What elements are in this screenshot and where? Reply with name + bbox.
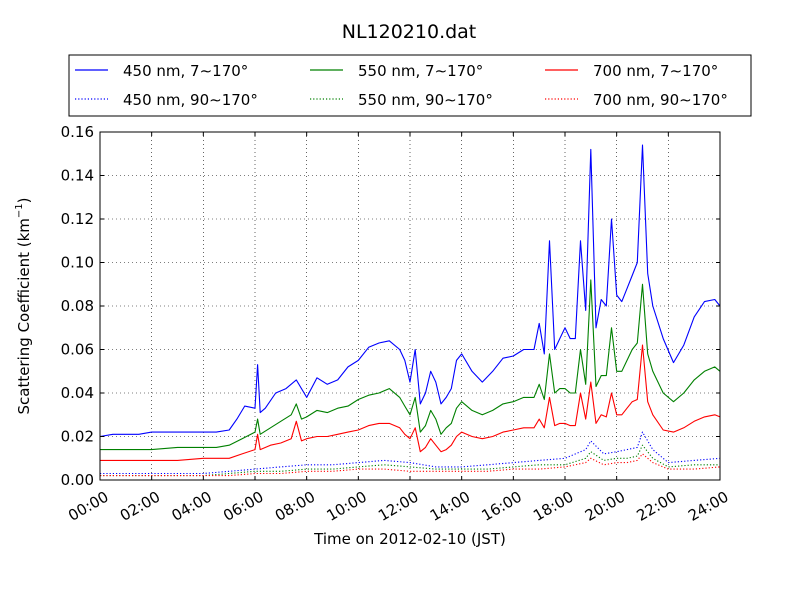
legend-label-1: 450 nm, 7∼170° [123,62,248,80]
x-tick-label: 14:00 [427,488,473,525]
x-axis-label: Time on 2012-02-10 (JST) [313,530,506,548]
legend-label-4: 550 nm, 90∼170° [358,91,493,109]
y-axis-label-main: Scattering Coefficient (km [15,218,33,414]
y-tick-label: 0.00 [61,471,94,489]
x-tick-label: 00:00 [65,488,111,525]
x-tick-label: 10:00 [323,488,369,525]
x-tick-label: 22:00 [633,488,679,525]
y-tick-label: 0.06 [61,341,94,359]
series-line-4 [100,444,720,477]
x-tick-label: 16:00 [478,488,524,525]
x-tick-label: 18:00 [530,488,576,525]
legend: 450 nm, 7∼170° 450 nm, 90∼170° 550 nm, 7∼1… [68,54,752,117]
series-line-5 [100,344,721,461]
y-axis-label: Scattering Coefficient (km−1) [14,197,33,414]
legend-label-5: 700 nm, 7∼170° [593,62,718,80]
series-lines [99,144,721,477]
x-tick-label: 08:00 [272,488,318,525]
legend-label-3: 550 nm, 7∼170° [358,62,483,80]
legend-box [68,54,752,117]
y-tick-label: 0.14 [61,167,94,185]
y-tick-label: 0.04 [61,384,94,402]
x-tick-label: 02:00 [117,488,163,525]
x-tick-label: 20:00 [582,488,628,525]
legend-label-2: 450 nm, 90∼170° [123,91,258,109]
axes: 00:00 02:00 04:00 06:00 08:00 10:00 12:00 14:00… [61,123,732,525]
y-axis-label-exponent: −1 [14,203,25,218]
y-tick-label: 0.02 [61,428,94,446]
y-tick-label: 0.12 [61,210,94,228]
x-tick-label: 06:00 [220,488,266,525]
y-tick-label: 0.16 [61,123,94,141]
y-axis-label-suffix: ) [15,197,33,203]
x-tick-label: 12:00 [375,488,421,525]
y-tick-label: 0.08 [61,297,94,315]
grid [100,132,720,480]
x-tick-label: 24:00 [685,488,731,525]
x-tick-label: 04:00 [168,488,214,525]
chart-title: NL120210.dat [342,21,477,43]
series-line-3 [100,279,721,451]
y-tick-label: 0.10 [61,254,94,272]
series-line-6 [100,453,721,477]
legend-label-6: 700 nm, 90∼170° [593,91,728,109]
series-line-1 [99,144,721,438]
